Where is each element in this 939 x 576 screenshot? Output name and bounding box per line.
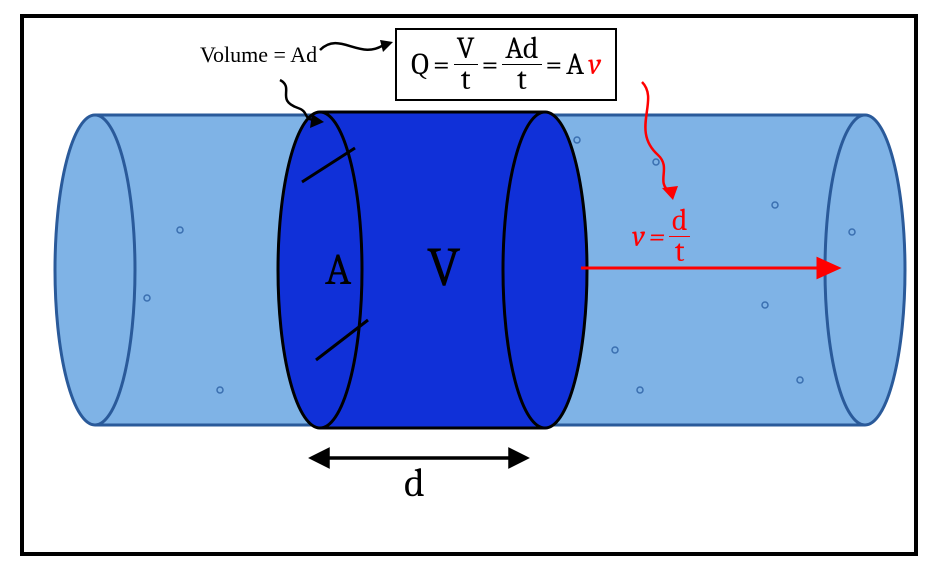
vel-d: d — [669, 206, 691, 237]
equals-2: = — [482, 47, 499, 82]
v-symbol: v — [588, 47, 601, 82]
velocity-equation: v = d t — [632, 206, 690, 267]
equals-3: = — [546, 47, 563, 82]
A-text: A — [325, 244, 351, 295]
vel-t: t — [672, 237, 688, 267]
frac-t1: t — [458, 65, 474, 95]
d-over-t: d t — [669, 206, 691, 267]
d-text: d — [404, 460, 425, 506]
Ad-over-t: Ad t — [502, 34, 541, 95]
flow-rate-formula-box: Q = V t = Ad t = A v — [395, 28, 617, 101]
Q-symbol: Q — [411, 47, 429, 82]
frac-V: V — [454, 34, 478, 65]
volume-equals-ad: Volume = Ad — [200, 42, 317, 68]
A-symbol: A — [566, 47, 584, 82]
v-italic: v — [632, 219, 645, 254]
V-over-t: V t — [454, 34, 478, 95]
volume-label-V: V — [427, 236, 461, 300]
area-label-A: A — [325, 244, 351, 295]
volume-text: Volume = Ad — [200, 42, 317, 67]
distance-label-d: d — [404, 460, 425, 506]
equals-1: = — [433, 47, 450, 82]
frac-t2: t — [514, 65, 530, 95]
V-text: V — [427, 236, 461, 300]
frac-Ad: Ad — [502, 34, 541, 65]
vel-equals: = — [649, 219, 665, 254]
